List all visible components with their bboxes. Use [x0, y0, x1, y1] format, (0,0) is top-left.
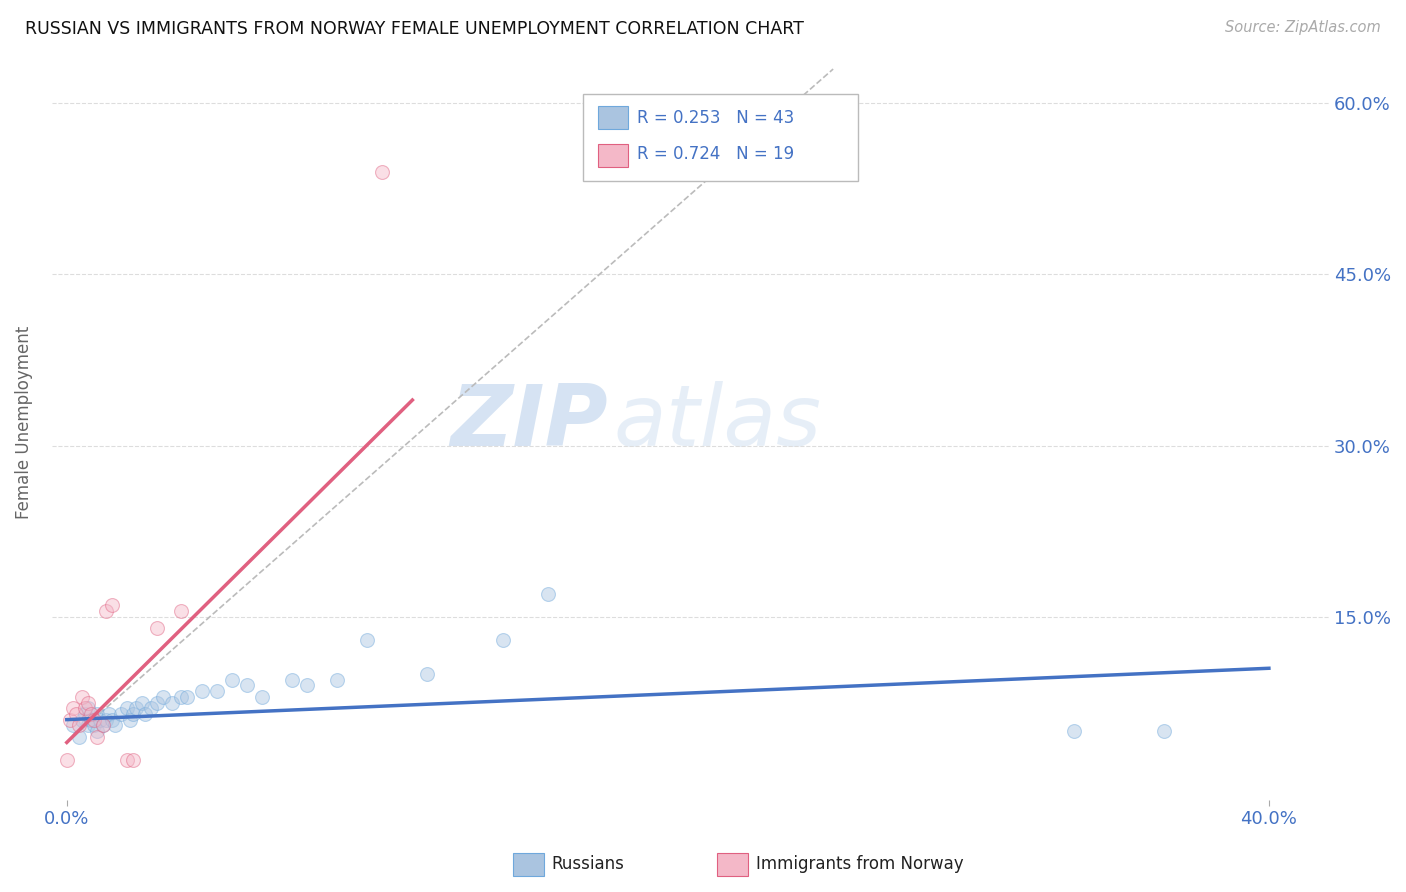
Point [170, 604, 193, 618]
Point [134, 706, 156, 721]
Point [76, 701, 98, 715]
Point [59, 713, 82, 727]
Text: R = 0.253   N = 43: R = 0.253 N = 43 [637, 109, 794, 127]
Point [131, 696, 153, 710]
Point [416, 667, 439, 681]
Point [371, 165, 394, 179]
Text: ZIP: ZIP [450, 382, 607, 465]
Point [97, 706, 120, 721]
Point [86, 724, 108, 739]
Point [122, 706, 145, 721]
Text: R = 0.724   N = 19: R = 0.724 N = 19 [637, 145, 794, 163]
Point [1063, 724, 1085, 739]
Point [295, 678, 318, 692]
Point [73, 706, 96, 721]
Text: RUSSIAN VS IMMIGRANTS FROM NORWAY FEMALE UNEMPLOYMENT CORRELATION CHART: RUSSIAN VS IMMIGRANTS FROM NORWAY FEMALE… [25, 20, 804, 37]
Text: atlas: atlas [614, 382, 821, 465]
Point [62, 701, 84, 715]
Point [170, 690, 193, 704]
Text: Russians: Russians [551, 855, 624, 873]
Point [125, 701, 148, 715]
Point [86, 706, 108, 721]
Point [146, 621, 169, 635]
Point [67, 718, 90, 732]
Point [236, 678, 259, 692]
Point [86, 730, 108, 744]
Text: Immigrants from Norway: Immigrants from Norway [756, 855, 965, 873]
Point [104, 718, 127, 732]
Point [67, 730, 90, 744]
Point [176, 690, 198, 704]
Point [55, 753, 77, 767]
Point [356, 632, 378, 647]
Point [101, 599, 124, 613]
Point [62, 718, 84, 732]
Point [115, 753, 138, 767]
Point [70, 690, 93, 704]
Point [73, 701, 96, 715]
Point [80, 706, 103, 721]
Point [250, 690, 273, 704]
Point [83, 713, 105, 727]
Point [110, 706, 132, 721]
Point [122, 753, 145, 767]
Point [91, 718, 114, 732]
Point [536, 587, 558, 601]
Point [160, 696, 183, 710]
Point [94, 604, 117, 618]
Point [326, 673, 349, 687]
Point [221, 673, 243, 687]
Point [91, 718, 114, 732]
Point [146, 696, 169, 710]
Point [80, 713, 103, 727]
Point [83, 718, 105, 732]
Point [76, 718, 98, 732]
Point [101, 713, 124, 727]
Point [1153, 724, 1175, 739]
Point [65, 706, 87, 721]
Point [94, 713, 117, 727]
Point [76, 696, 98, 710]
Point [205, 684, 228, 698]
Y-axis label: Female Unemployment: Female Unemployment [15, 326, 32, 519]
Point [89, 713, 111, 727]
Text: Source: ZipAtlas.com: Source: ZipAtlas.com [1225, 20, 1381, 35]
Point [70, 713, 93, 727]
Point [139, 701, 162, 715]
Point [152, 690, 174, 704]
Point [491, 632, 513, 647]
Point [191, 684, 214, 698]
Point [281, 673, 304, 687]
Point [118, 713, 141, 727]
Point [115, 701, 138, 715]
